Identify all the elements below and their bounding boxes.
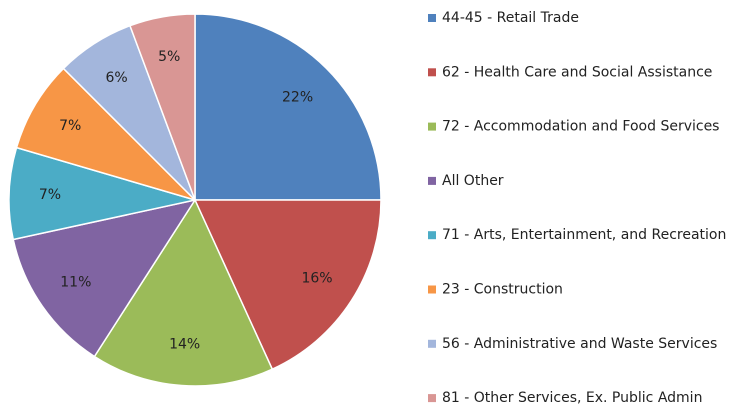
legend-swatch xyxy=(428,122,436,131)
pie-slice xyxy=(93,198,274,387)
legend-label: 23 - Construction xyxy=(442,282,563,298)
data-label: 6% xyxy=(105,70,127,86)
pie-slice xyxy=(12,198,197,358)
legend-label: 62 - Health Care and Social Assistance xyxy=(442,64,712,80)
data-label: 5% xyxy=(158,49,180,65)
data-label: 7% xyxy=(39,187,61,203)
legend-swatch xyxy=(428,339,436,348)
legend-swatch xyxy=(428,68,436,77)
data-label: 7% xyxy=(59,118,81,134)
pie-slice xyxy=(194,13,382,201)
pie-slice xyxy=(129,13,196,201)
legend-swatch xyxy=(428,285,436,294)
pie-slice xyxy=(8,146,196,241)
legend-label: 71 - Arts, Entertainment, and Recreation xyxy=(442,227,726,243)
pie-slice xyxy=(193,199,382,371)
legend-label: 72 - Accommodation and Food Services xyxy=(442,119,719,135)
legend-label: 44-45 - Retail Trade xyxy=(442,10,579,26)
pie-slice xyxy=(15,67,196,201)
legend-swatch xyxy=(428,176,436,185)
legend-label: 56 - Administrative and Waste Services xyxy=(442,336,717,352)
legend-swatch xyxy=(428,394,436,403)
legend-swatch xyxy=(428,231,436,240)
legend-label: 81 - Other Services, Ex. Public Admin xyxy=(442,390,702,406)
data-label: 16% xyxy=(301,270,332,286)
legend-label: All Other xyxy=(442,173,504,189)
data-label: 11% xyxy=(60,275,91,291)
data-label: 14% xyxy=(169,337,200,353)
data-label: 22% xyxy=(282,89,313,105)
legend-swatch xyxy=(428,14,436,22)
